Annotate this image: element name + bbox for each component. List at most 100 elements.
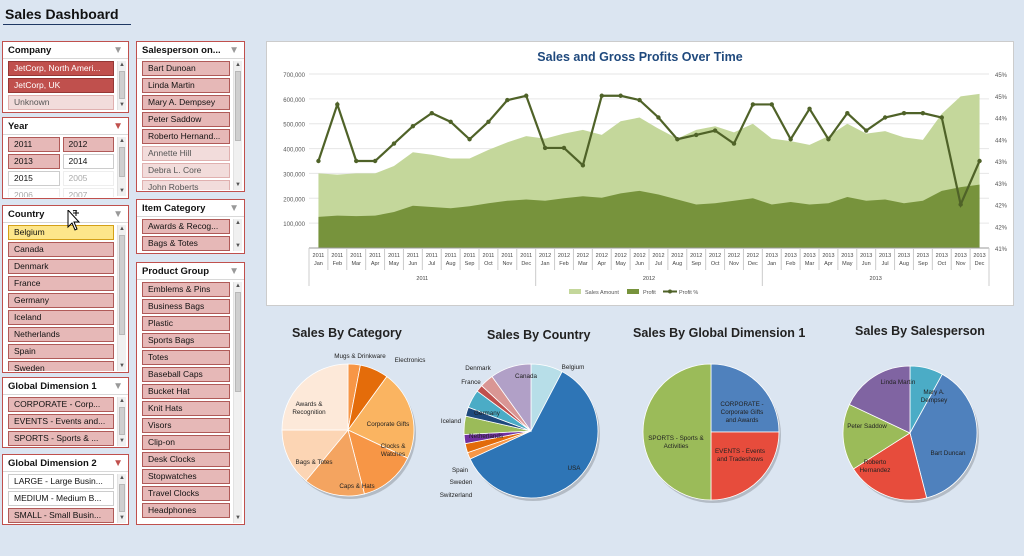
pie-data-label: Watches — [381, 451, 405, 458]
slicer-item-dimension[interactable]: MEDIUM - Medium B... — [8, 491, 114, 506]
slicer-item-year[interactable]: 2007 — [62, 188, 114, 197]
y-right-tick-label: 41% — [995, 247, 1008, 253]
slicer-item-product-group[interactable]: Totes — [142, 350, 230, 365]
slicer-item-year[interactable]: 2005 — [62, 171, 114, 186]
slicer-item-country[interactable]: Canada — [8, 242, 114, 257]
slicer-item-dimension[interactable]: LARGE - Large Busin... — [8, 474, 114, 489]
x-tick-month: Oct — [711, 261, 720, 267]
clear-filter-icon[interactable]: ▼ — [229, 44, 239, 56]
x-year-group-label: 2011 — [416, 276, 428, 282]
clear-filter-icon[interactable]: ▼ — [229, 265, 239, 277]
slicer-item-category[interactable]: Awards & Recog... — [142, 219, 230, 234]
x-tick-month: Mar — [351, 261, 361, 267]
slicer-item-dimension[interactable]: SMALL - Small Busin... — [8, 508, 114, 523]
x-tick-month: Apr — [597, 261, 606, 267]
slicer-item-category-scrollbar[interactable]: ▲ ▼ — [233, 219, 242, 251]
sales-profit-chart[interactable]: Sales and Gross Profits Over Time 100,000… — [266, 41, 1014, 306]
slicer-item-salesperson[interactable]: Debra L. Core — [142, 163, 230, 178]
y-left-tick-label: 200,000 — [283, 197, 305, 203]
x-tick-month: May — [615, 261, 626, 267]
slicer-item-year[interactable]: 2011 — [8, 137, 60, 152]
profit-pct-point — [391, 141, 397, 146]
slicer-item-salesperson[interactable]: Bart Dunoan — [142, 61, 230, 76]
pie-data-label: EVENTS - Events — [715, 448, 765, 455]
slicer-global-dimension-1-scrollbar[interactable]: ▲ ▼ — [117, 397, 126, 446]
slicer-item-product-group[interactable]: Baseball Caps — [142, 367, 230, 382]
slicer-salesperson-scrollbar[interactable]: ▲ ▼ — [233, 61, 242, 190]
slicer-item-salesperson[interactable]: Mary A. Dempsey — [142, 95, 230, 110]
clear-filter-icon[interactable]: ▼ — [113, 120, 123, 132]
slicer-item-year[interactable]: 2012 — [62, 137, 114, 152]
clear-filter-icon[interactable]: ▼ — [113, 44, 123, 56]
slicer-item-year[interactable]: 2015 — [8, 171, 60, 186]
pie-slice — [347, 376, 415, 459]
slicer-item-salesperson[interactable]: Peter Saddow — [142, 112, 230, 127]
profit-pct-point — [372, 158, 378, 164]
slicer-item-country[interactable]: France — [8, 276, 114, 291]
legend-swatch — [569, 289, 581, 294]
pie-slice — [491, 363, 532, 433]
slicer-item-year[interactable]: 2014 — [62, 154, 114, 169]
slicer-item-product-group[interactable]: Headphones — [142, 503, 230, 518]
slicer-item-dimension[interactable]: EVENTS - Events and... — [8, 414, 114, 429]
profit-pct-point — [637, 97, 642, 103]
slicer-item-product-group[interactable]: Clip-on — [142, 435, 230, 450]
slicer-item-product-group[interactable]: Desk Clocks — [142, 452, 230, 467]
slicer-product-group-scrollbar[interactable]: ▲ ▼ — [233, 282, 242, 523]
slicer-item-country[interactable]: Iceland — [8, 310, 114, 325]
slicer-item-product-group[interactable]: Visors — [142, 418, 230, 433]
slicer-year-scrollbar[interactable]: ▲ ▼ — [117, 137, 126, 196]
slicer-item-product-group[interactable]: Travel Clocks — [142, 486, 230, 501]
slicer-item-product-group[interactable]: Bucket Hat — [142, 384, 230, 399]
slicer-product-group-title: Product Group — [142, 265, 210, 277]
slicer-item-country[interactable]: Spain — [8, 344, 114, 359]
slicer-item-product-group[interactable]: Emblems & Pins — [142, 282, 230, 297]
x-tick-year: 2012 — [671, 253, 683, 259]
slicer-item-country[interactable]: Germany — [8, 293, 114, 308]
slicer-item-country[interactable]: Belgium — [8, 225, 114, 240]
pie-title-country: Sales By Country — [487, 328, 591, 342]
slicer-item-company[interactable]: JetCorp, UK — [8, 78, 114, 93]
slicer-item-year[interactable]: 2013 — [8, 154, 60, 169]
profit-pct-point — [939, 115, 944, 120]
slicer-item-salesperson[interactable]: Linda Martin — [142, 78, 230, 93]
pie-slice — [463, 430, 532, 445]
slicer-item-product-group[interactable]: Stopwatches — [142, 469, 230, 484]
slicer-company-scrollbar[interactable]: ▲ ▼ — [117, 61, 126, 110]
slicer-item-country[interactable]: Netherlands — [8, 327, 114, 342]
slicer-item-year[interactable]: 2006 — [8, 188, 60, 197]
x-tick-month: Aug — [899, 261, 909, 267]
clear-filter-icon[interactable]: ▼ — [229, 202, 239, 214]
clear-filter-icon[interactable]: ▼ — [113, 208, 123, 220]
clear-filter-icon[interactable]: ▼ — [113, 380, 123, 392]
pie-data-label: Mugs & Drinkware — [334, 353, 386, 360]
slicer-item-salesperson[interactable]: Annette Hill — [142, 146, 230, 161]
slicer-item-category[interactable]: Bags & Totes — [142, 236, 230, 251]
slicer-salesperson-title: Salesperson on... — [142, 44, 221, 56]
slicer-country-scrollbar[interactable]: ▲ ▼ — [117, 225, 126, 371]
pie-data-label: Sweden — [450, 479, 473, 486]
slicer-item-product-group[interactable]: Plastic — [142, 316, 230, 331]
clear-filter-icon[interactable]: ▼ — [113, 457, 123, 469]
slicer-country-title: Country — [8, 208, 45, 220]
slicer-global-dimension-2-scrollbar[interactable]: ▲ ▼ — [117, 474, 126, 523]
profit-pct-point — [410, 124, 416, 129]
slicer-item-country[interactable]: Denmark — [8, 259, 114, 274]
slicer-item-product-group[interactable]: Sports Bags — [142, 333, 230, 348]
slicer-item-salesperson[interactable]: Roberto Hernand... — [142, 129, 230, 144]
slicer-item-company[interactable]: JetCorp, North Ameri... — [8, 61, 114, 76]
slicer-item-country[interactable]: Sweden — [8, 361, 114, 371]
pie-slice — [710, 363, 780, 433]
slicer-item-product-group[interactable]: Knit Hats — [142, 401, 230, 416]
legend-swatch-point — [668, 289, 672, 294]
profit-pct-point — [807, 106, 812, 112]
slicer-item-salesperson[interactable]: John Roberts — [142, 180, 230, 190]
x-tick-year: 2012 — [652, 253, 664, 259]
profit-pct-point — [354, 158, 359, 164]
slicer-item-dimension[interactable]: CORPORATE - Corp... — [8, 397, 114, 412]
pie-data-label: Corporate Gifts — [721, 409, 764, 416]
profit-pct-point — [618, 93, 623, 98]
slicer-item-product-group[interactable]: Business Bags — [142, 299, 230, 314]
slicer-item-company[interactable]: Unknown — [8, 95, 114, 110]
slicer-item-dimension[interactable]: SPORTS - Sports & ... — [8, 431, 114, 446]
